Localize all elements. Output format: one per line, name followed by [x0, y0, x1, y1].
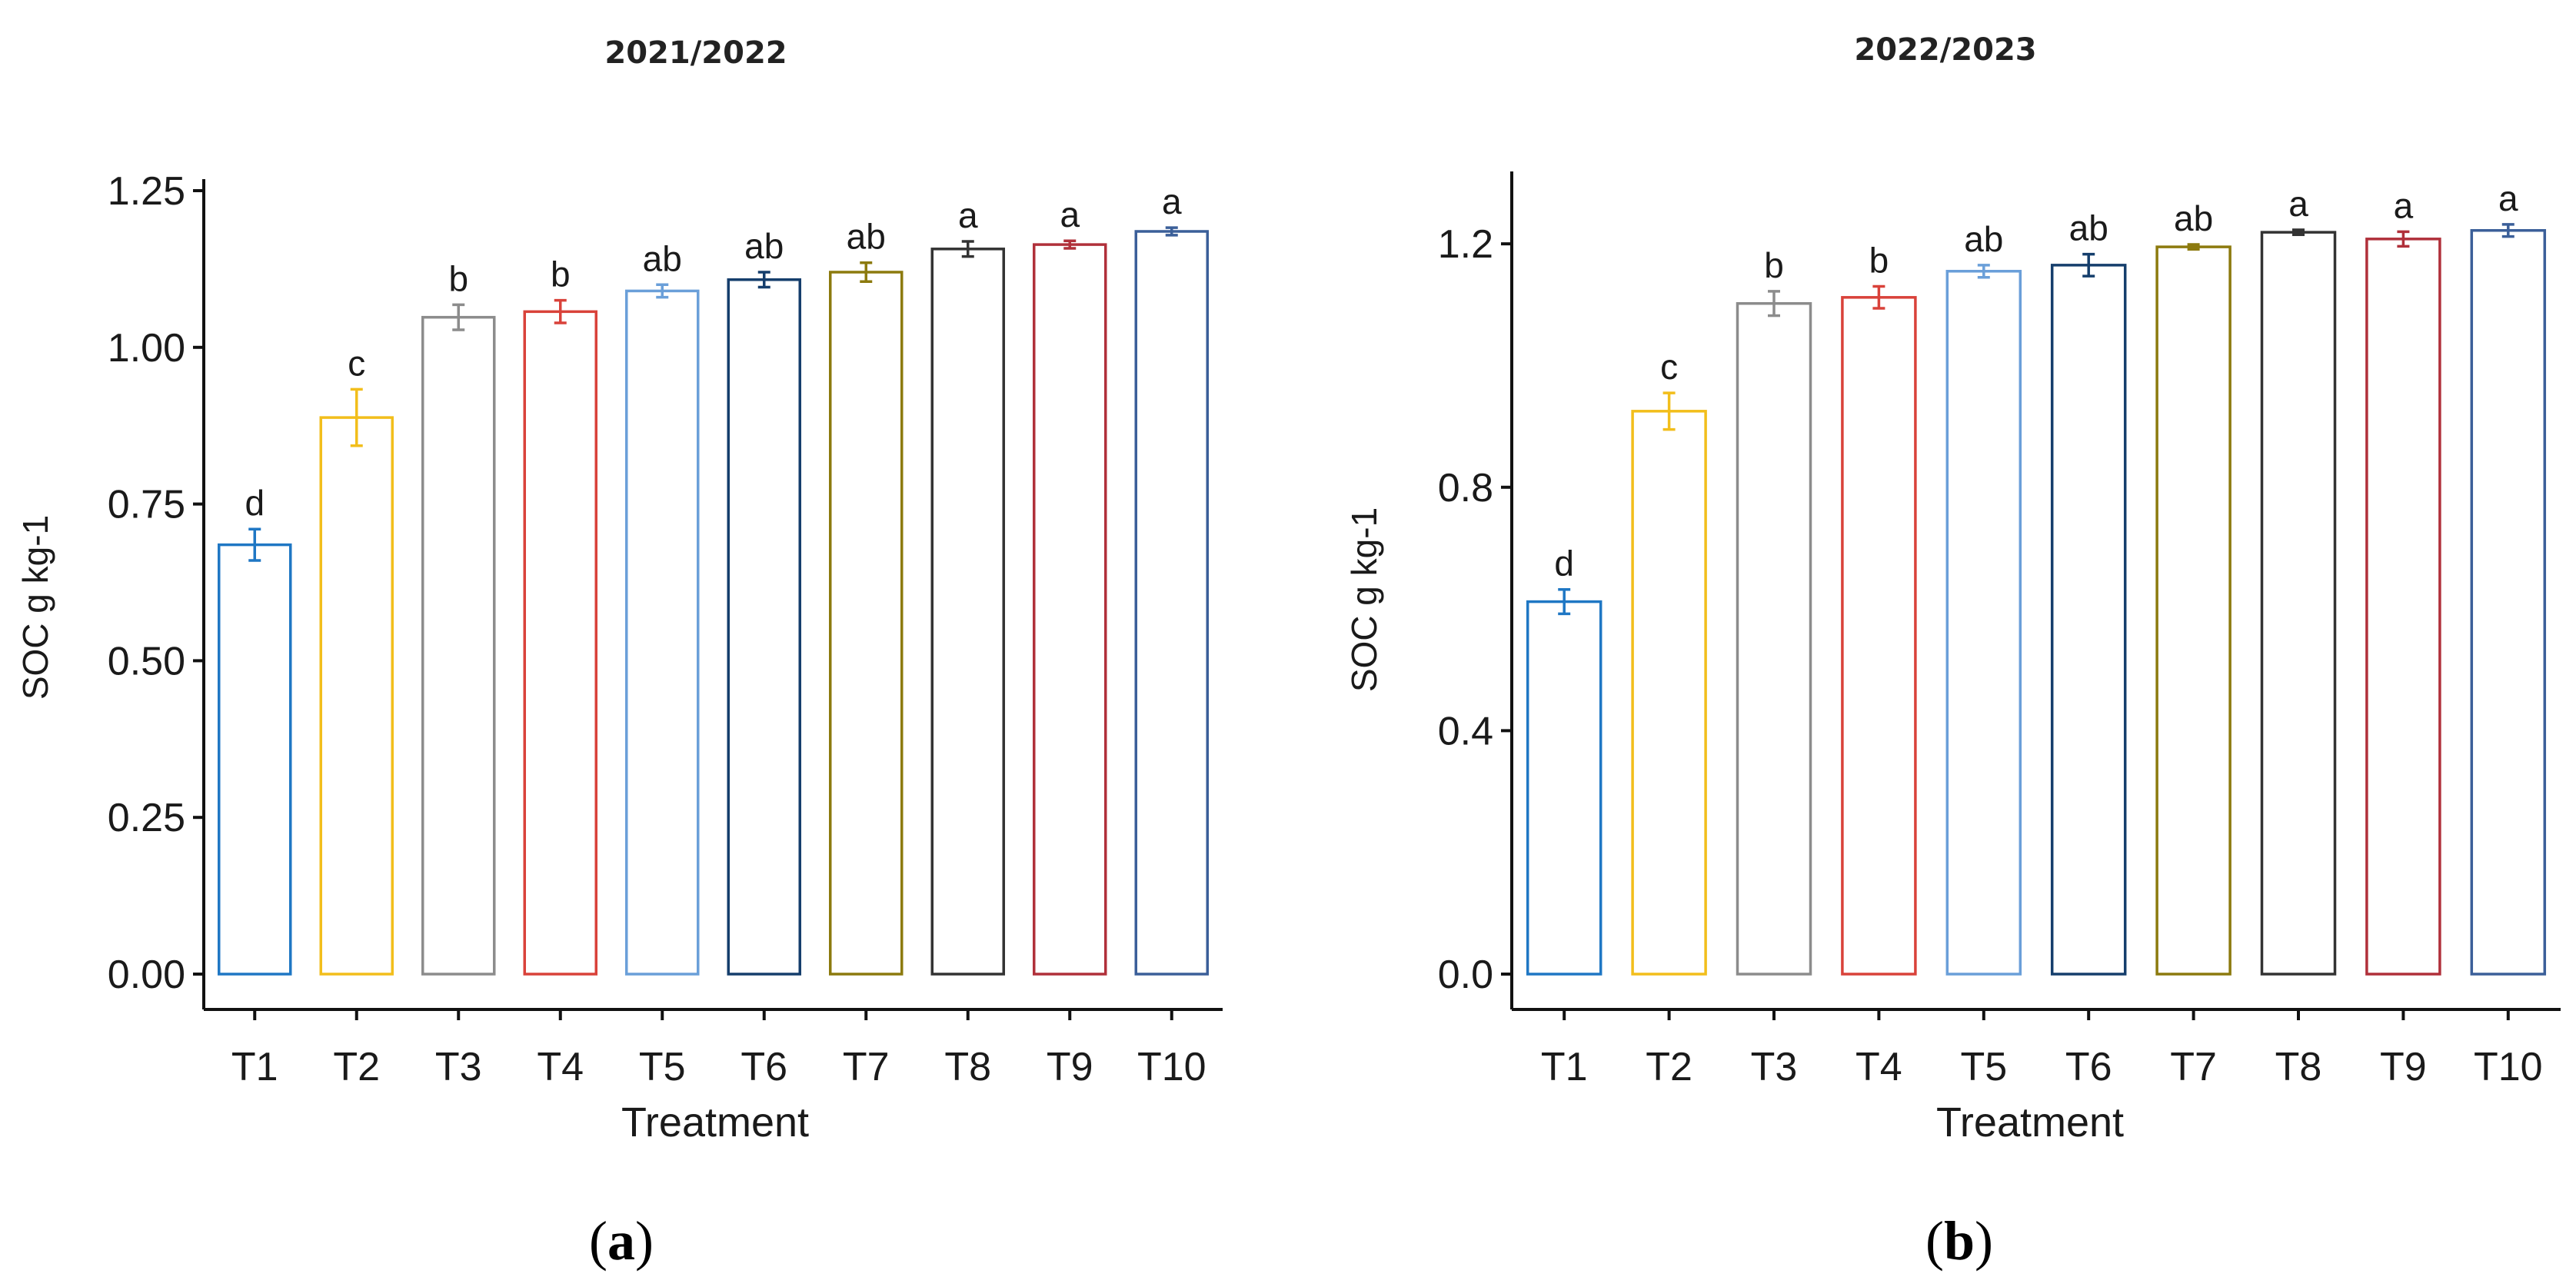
panel-a-significance-letter: a: [958, 195, 978, 235]
panel-a-title: 2021/2022: [604, 35, 787, 71]
panel-a-x-tick-label: T3: [435, 1045, 482, 1089]
panel-b-bar-t1: [1526, 600, 1603, 976]
panel-a-significance-letter: a: [1162, 181, 1182, 221]
panel-a-y-tick-label: 0.00: [108, 953, 185, 997]
panel-b-significance-letter: a: [2498, 178, 2518, 218]
panel-b-y-tick-label: 0.0: [1438, 953, 1493, 997]
panel-b-x-tick-label: T6: [2065, 1045, 2112, 1089]
panel-a-bar-t10: [1134, 230, 1209, 976]
panel-a-x-axis-label: Treatment: [621, 1099, 809, 1146]
panel-a-bar-t8: [930, 248, 1005, 976]
panel-a-caption: (a): [589, 1210, 654, 1272]
panel-b-bar-t9: [2365, 238, 2441, 976]
panel-b-x-axis-label: Treatment: [1936, 1099, 2124, 1146]
panel-b-bar-t5: [1945, 270, 2022, 976]
panel-a-x-tick-label: T6: [741, 1045, 787, 1089]
panel-b-x-tick-label: T9: [2380, 1045, 2427, 1089]
panel-a-y-tick-label: 0.75: [108, 483, 185, 527]
panel-a-bar-t9: [1033, 243, 1107, 976]
panel-b-x-tick-label: T5: [1960, 1045, 2007, 1089]
panel-a-significance-letter: b: [551, 254, 571, 294]
panel-b-significance-letter: c: [1660, 347, 1678, 387]
panel-a-x-tick-label: T2: [333, 1045, 380, 1089]
panel-a-x-tick-label: T5: [639, 1045, 686, 1089]
panel-a-x-tick-label: T1: [231, 1045, 278, 1089]
panel-b-bar-t10: [2470, 228, 2547, 976]
panel-b-caption: (b): [1925, 1210, 1993, 1272]
panel-b-bar-t2: [1631, 410, 1707, 976]
panel-b-significance-letter: a: [2288, 184, 2308, 224]
panel-b-significance-letter: ab: [2069, 208, 2108, 248]
panel-b-chart: 2022/2023 0.0 0.4 0.8 1.2 d T1 c T2 b T3 b T4 ab T5 ab…: [1344, 32, 2561, 1272]
panel-b-y-tick-label: 1.2: [1438, 222, 1493, 267]
panel-b-significance-letter: b: [1764, 245, 1784, 285]
panel-a-y-tick-label: 1.00: [108, 326, 185, 371]
panel-b-x-tick-label: T7: [2170, 1045, 2217, 1089]
panel-b-x-tick-label: T4: [1855, 1045, 1902, 1089]
panel-a-significance-letter: a: [1060, 195, 1080, 234]
panel-b-x-tick-label: T10: [2474, 1045, 2543, 1089]
panel-b-bar-t7: [2155, 245, 2232, 976]
panel-a-significance-letter: d: [245, 483, 265, 523]
panel-b-bar-t8: [2260, 231, 2337, 976]
panel-a-x-tick-label: T10: [1137, 1045, 1206, 1089]
panel-b-title: 2022/2023: [1854, 32, 2036, 68]
panel-b-significance-letter: ab: [1964, 219, 2003, 259]
panel-a-bar-t1: [218, 543, 292, 976]
panel-b-bar-t6: [2050, 264, 2127, 976]
panel-a-significance-letter: ab: [744, 226, 784, 266]
panel-a-bar-t3: [421, 315, 496, 976]
panel-a-bar-t2: [319, 416, 394, 976]
panel-a-significance-letter: b: [448, 258, 468, 298]
panel-a-x-tick-label: T8: [944, 1045, 991, 1089]
panel-b-bar-t4: [1841, 296, 1917, 976]
panel-a-x-tick-label: T7: [843, 1045, 890, 1089]
panel-a-bar-t7: [829, 271, 904, 976]
panel-a-bar-t6: [727, 278, 801, 976]
panel-a-x-tick-label: T4: [537, 1045, 584, 1089]
panel-b-x-tick-label: T2: [1646, 1045, 1692, 1089]
panel-b-significance-letter: d: [1554, 544, 1574, 584]
panel-a-y-tick-label: 1.25: [108, 169, 185, 214]
panel-a-bar-t5: [625, 289, 700, 976]
panel-a-y-tick-label: 0.50: [108, 639, 185, 683]
panel-a-bar-t4: [523, 310, 597, 976]
panel-a-y-axis-label: SOC g kg-1: [15, 515, 55, 700]
panel-a-x-tick-label: T9: [1047, 1045, 1093, 1089]
panel-a-significance-letter: ab: [847, 217, 886, 257]
panel-b-y-tick-label: 0.4: [1438, 709, 1493, 753]
panel-a-significance-letter: ab: [643, 238, 682, 278]
panel-a-chart: 2021/2022 0.00 0.25 0.50 0.75 1.00 1.25 d T1 c T2…: [15, 35, 1223, 1272]
panel-a-y-tick-label: 0.25: [108, 796, 185, 840]
panel-b-x-tick-label: T8: [2275, 1045, 2322, 1089]
panel-b-x-tick-label: T1: [1541, 1045, 1588, 1089]
panel-a-significance-letter: c: [348, 343, 365, 383]
panel-b-y-axis-label: SOC g kg-1: [1344, 507, 1384, 692]
panel-b-x-tick-label: T3: [1751, 1045, 1798, 1089]
panel-b-bar-t3: [1736, 301, 1812, 976]
panel-b-y-tick-label: 0.8: [1438, 466, 1493, 510]
panel-b-significance-letter: ab: [2174, 198, 2213, 238]
panel-b-significance-letter: b: [1869, 241, 1889, 281]
panel-b-significance-letter: a: [2394, 185, 2414, 225]
